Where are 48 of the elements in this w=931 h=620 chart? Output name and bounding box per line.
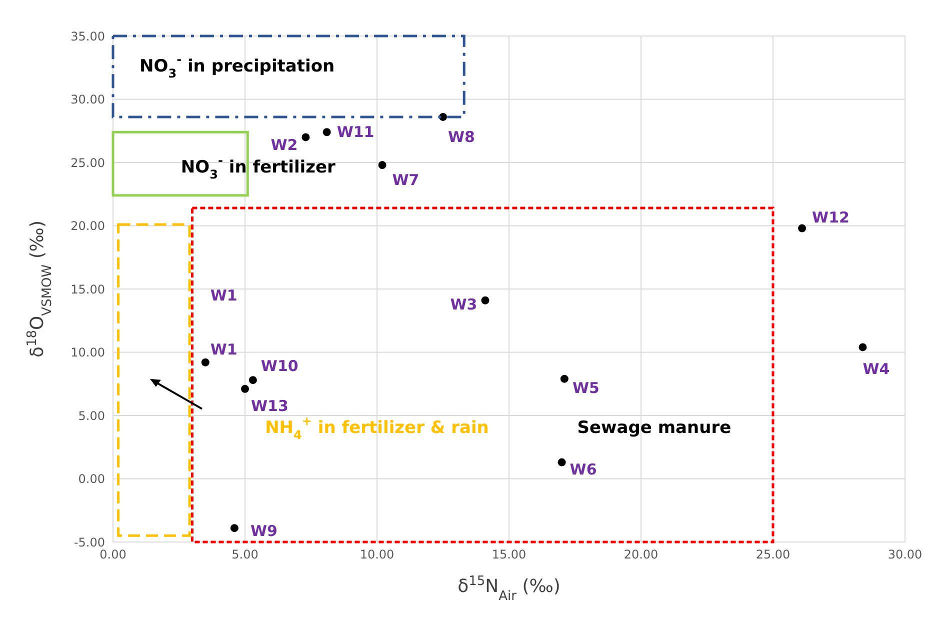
- data-label: W5: [572, 378, 600, 397]
- y-tick-label: 0.00: [78, 472, 105, 486]
- x-tick-label: 20.00: [624, 548, 658, 562]
- y-tick-label: -5.00: [74, 535, 105, 550]
- data-label: W1: [210, 340, 238, 358]
- data-label: W3: [450, 295, 478, 314]
- x-axis-title: δ$^{15}$N$_{Air}$ (‰): [458, 574, 560, 604]
- point: [560, 374, 568, 383]
- point: [558, 458, 566, 466]
- point: [798, 224, 806, 232]
- y-tick-label: 25.00: [70, 156, 105, 170]
- point: [302, 133, 310, 142]
- point: [858, 343, 867, 352]
- point: [230, 524, 238, 532]
- data-label: W8: [448, 128, 475, 146]
- data-label: W4: [862, 360, 890, 378]
- point: [248, 376, 257, 384]
- data-label: W13: [251, 396, 288, 415]
- annotation: NO$_{3}$$^{-}$ in precipitation: [140, 52, 335, 80]
- x-tick-label: 30.00: [888, 548, 922, 562]
- y-tick-label: 5.00: [78, 408, 105, 423]
- annotation: W1: [210, 286, 238, 304]
- data-label: W6: [570, 460, 597, 478]
- point: [439, 112, 447, 121]
- annotation: NH$_{4}$$^{+}$ in fertilizer & rain: [265, 414, 489, 442]
- x-tick-label: 25.00: [756, 548, 790, 562]
- y-tick-label: 20.00: [70, 219, 105, 234]
- data-label: W11: [336, 123, 374, 142]
- data-label: W12: [812, 208, 850, 226]
- x-tick-label: 0.00: [100, 548, 126, 562]
- data-label: W9: [250, 522, 278, 540]
- data-label: W7: [392, 171, 420, 190]
- x-tick-label: 15.00: [492, 548, 526, 562]
- y-tick-label: 30.00: [70, 92, 105, 107]
- data-label: W2: [270, 136, 298, 154]
- y-tick-label: 35.00: [70, 29, 105, 44]
- x-tick-label: 5.00: [232, 548, 258, 562]
- annotation: Sewage manure: [577, 418, 732, 438]
- y-tick-label: 15.00: [70, 282, 105, 296]
- data-label: W10: [260, 357, 298, 376]
- y-tick-label: 10.00: [70, 346, 105, 360]
- point: [378, 161, 386, 170]
- x-tick-label: 10.00: [360, 548, 394, 562]
- point: [201, 358, 210, 366]
- point: [241, 384, 249, 393]
- annotation: NO$_{3}$$^{-}$ in fertilizer: [180, 154, 336, 182]
- point: [322, 128, 331, 136]
- point: [481, 296, 490, 304]
